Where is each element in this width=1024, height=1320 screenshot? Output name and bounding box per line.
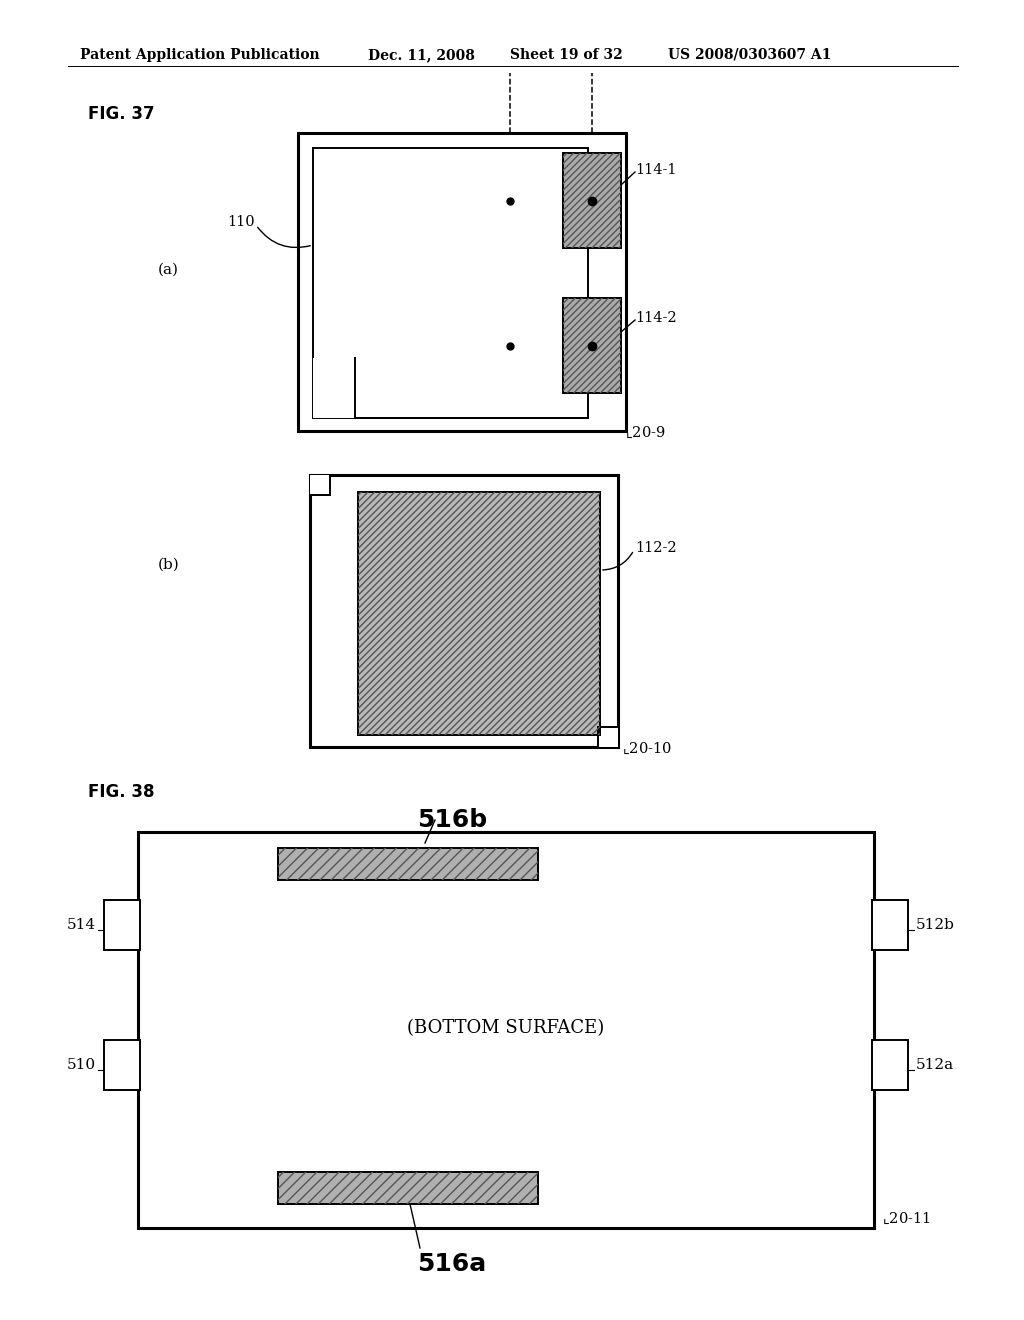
- Text: Sheet 19 of 32: Sheet 19 of 32: [510, 48, 623, 62]
- Text: 516b: 516b: [417, 808, 487, 832]
- Bar: [313, 148, 588, 418]
- Text: 512b: 512b: [916, 917, 954, 932]
- Bar: [104, 900, 140, 950]
- Bar: [872, 900, 908, 950]
- Bar: [278, 1172, 538, 1204]
- Bar: [278, 1172, 538, 1204]
- Text: $\mathsf{\llcorner}$20-10: $\mathsf{\llcorner}$20-10: [622, 741, 672, 755]
- Bar: [872, 1040, 908, 1090]
- Text: 114-1: 114-1: [635, 162, 677, 177]
- Text: $\mathsf{\llcorner}$20-9: $\mathsf{\llcorner}$20-9: [625, 425, 666, 440]
- Bar: [310, 475, 618, 747]
- Text: 516a: 516a: [418, 1251, 486, 1276]
- Bar: [563, 153, 621, 248]
- Bar: [310, 475, 330, 495]
- Bar: [598, 727, 618, 747]
- Text: 512a: 512a: [916, 1059, 954, 1072]
- Bar: [358, 492, 600, 735]
- Bar: [358, 492, 600, 735]
- FancyArrowPatch shape: [258, 227, 310, 247]
- Text: (b): (b): [158, 558, 180, 572]
- Bar: [104, 1040, 140, 1090]
- Text: FIG. 37: FIG. 37: [88, 106, 155, 123]
- Text: 112-2: 112-2: [635, 541, 677, 554]
- Bar: [313, 358, 355, 418]
- Bar: [563, 298, 621, 393]
- FancyArrowPatch shape: [603, 552, 633, 570]
- Text: Dec. 11, 2008: Dec. 11, 2008: [368, 48, 475, 62]
- Text: 114-2: 114-2: [635, 312, 677, 325]
- Text: 514: 514: [67, 917, 96, 932]
- Bar: [563, 153, 621, 248]
- Text: 110: 110: [227, 215, 255, 228]
- Bar: [278, 847, 538, 880]
- Text: $\mathsf{\llcorner}$20-11: $\mathsf{\llcorner}$20-11: [882, 1210, 931, 1225]
- Bar: [278, 847, 538, 880]
- Text: 510: 510: [67, 1059, 96, 1072]
- Bar: [298, 133, 626, 432]
- Text: US 2008/0303607 A1: US 2008/0303607 A1: [668, 48, 831, 62]
- Bar: [138, 832, 874, 1228]
- Text: (a): (a): [158, 263, 179, 277]
- Bar: [563, 298, 621, 393]
- Text: Patent Application Publication: Patent Application Publication: [80, 48, 319, 62]
- Text: FIG. 38: FIG. 38: [88, 783, 155, 801]
- Text: (BOTTOM SURFACE): (BOTTOM SURFACE): [408, 1019, 604, 1038]
